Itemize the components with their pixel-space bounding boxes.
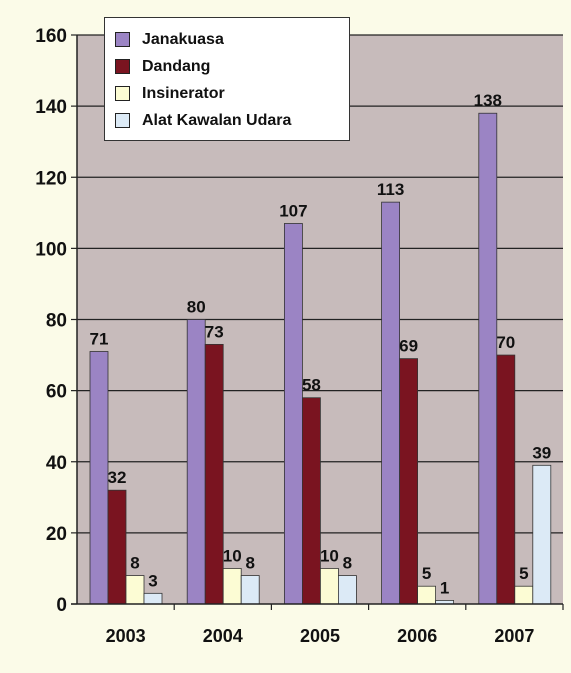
legend-label: Dandang [142,57,211,75]
bar [496,354,516,605]
bar [143,592,163,605]
legend-item-janakuasa: Janakuasa [115,26,349,53]
bar [125,575,145,605]
legend-swatch [115,113,130,128]
bar [319,568,339,605]
bar-value-label: 73 [205,322,224,341]
legend: Janakuasa Dandang Insinerator Alat Kawal… [104,17,350,141]
bar-value-label: 138 [474,91,502,110]
bar [514,585,534,605]
bar-value-label: 58 [302,376,321,395]
bar-value-label: 39 [532,443,551,462]
x-tick-label: 2006 [397,626,437,646]
legend-item-alat-kawalan-udara: Alat Kawalan Udara [115,107,349,134]
y-tick-label: 0 [56,595,67,616]
axes [71,35,564,610]
bar-value-label: 10 [223,546,242,565]
bar [222,568,242,605]
y-tick-label: 80 [46,311,67,332]
y-tick-label: 60 [46,382,67,403]
legend-label: Janakuasa [142,30,224,48]
bar [417,585,437,605]
bar-value-label: 32 [108,468,127,487]
bar-value-label: 8 [130,554,139,573]
bar [89,351,109,605]
bar [337,575,357,605]
legend-label: Alat Kawalan Udara [142,111,292,129]
bar [283,223,303,605]
bar-value-label: 5 [422,564,431,583]
bar-value-label: 71 [90,330,109,349]
bar [399,358,419,605]
bar-value-label: 70 [496,333,515,352]
x-tick-label: 2003 [106,626,146,646]
y-tick-label: 20 [46,524,67,545]
legend-label: Insinerator [142,84,225,102]
bar-value-label: 80 [187,298,206,317]
bar [240,575,260,605]
bar-value-label: 3 [148,571,157,590]
bar-value-label: 107 [279,201,307,220]
bar-value-label: 8 [245,554,254,573]
bar-value-label: 8 [343,554,352,573]
bar-value-label: 1 [440,578,449,597]
y-tick-label: 120 [35,168,67,189]
y-tick-label: 40 [46,453,67,474]
bar-value-label: 10 [320,546,339,565]
bar [301,397,321,605]
legend-item-insinerator: Insinerator [115,80,349,107]
y-tick-label: 140 [35,97,67,118]
y-tick-label: 100 [35,239,67,260]
bar-value-label: 69 [399,337,418,356]
y-tick-label: 160 [35,26,67,47]
bar [532,464,552,605]
legend-swatch [115,86,130,101]
bar [204,343,224,605]
x-tick-label: 2005 [300,626,340,646]
x-tick-labels: 2003 2004 2005 2006 2007 [106,626,535,646]
legend-swatch [115,32,130,47]
bar [478,112,498,605]
x-tick-label: 2004 [203,626,243,646]
bar-value-label: 113 [377,180,404,199]
bar [186,319,206,605]
bar [381,201,401,605]
y-tick-labels: 0 20 40 60 80 100 120 140 160 [35,26,67,616]
legend-item-dandang: Dandang [115,53,349,80]
x-tick-label: 2007 [494,626,534,646]
bar-value-label: 5 [519,564,528,583]
legend-swatch [115,59,130,74]
bar [107,489,127,605]
